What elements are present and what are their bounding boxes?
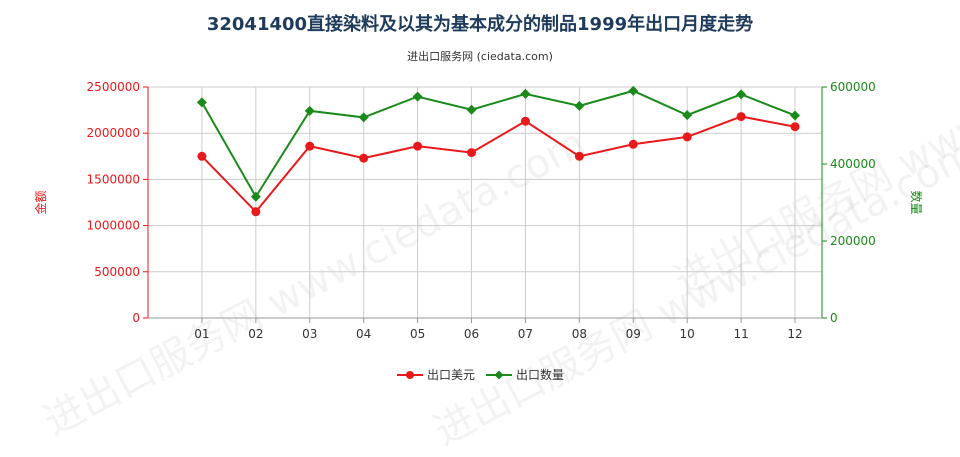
data-point-left xyxy=(359,153,369,163)
left-axis-tick-label: 2000000 xyxy=(87,126,140,140)
x-axis-tick-label: 05 xyxy=(410,327,425,341)
data-point-left xyxy=(251,207,261,217)
right-axis-tick-label: 400000 xyxy=(830,157,876,171)
data-point-right xyxy=(520,88,531,99)
data-point-left xyxy=(520,116,530,126)
left-axis-tick-label: 1500000 xyxy=(87,172,140,186)
data-point-right xyxy=(196,97,207,108)
x-axis-tick-label: 02 xyxy=(248,327,263,341)
data-point-right xyxy=(682,110,693,121)
x-axis-tick-label: 04 xyxy=(356,327,371,341)
x-axis-tick-label: 10 xyxy=(680,327,695,341)
data-point-right xyxy=(250,191,261,202)
right-axis-tick-label: 600000 xyxy=(830,80,876,94)
left-axis-tick-label: 0 xyxy=(132,311,140,325)
data-point-left xyxy=(305,141,315,151)
x-axis-tick-label: 06 xyxy=(464,327,479,341)
x-axis-tick-label: 01 xyxy=(194,327,209,341)
left-axis-tick-label: 1000000 xyxy=(87,219,140,233)
left-axis-tick-label: 2500000 xyxy=(87,80,140,94)
chart-subtitle: 进出口服务网 (ciedata.com) xyxy=(407,50,553,63)
legend-marker xyxy=(494,370,504,380)
x-axis-tick-label: 12 xyxy=(787,327,802,341)
x-axis-tick-label: 07 xyxy=(518,327,533,341)
data-point-left xyxy=(682,132,692,142)
data-point-left xyxy=(574,151,584,161)
data-point-left xyxy=(467,148,477,158)
chart-title: 32041400直接染料及以其为基本成分的制品1999年出口月度走势 xyxy=(206,14,754,35)
series-line-left xyxy=(201,115,796,214)
x-axis-tick-label: 11 xyxy=(733,327,748,341)
data-point-right xyxy=(628,85,639,96)
data-point-right xyxy=(466,104,477,115)
data-point-left xyxy=(628,139,638,149)
data-point-right xyxy=(358,112,369,123)
chart-canvas: 0 500000 1000000 1500000 2000000 2500000 0 2000… xyxy=(33,80,924,382)
left-axis-title: 金额 xyxy=(33,190,48,214)
right-axis-tick-label: 200000 xyxy=(830,234,876,248)
data-point-left xyxy=(413,141,423,151)
x-axis-tick-label: 08 xyxy=(572,327,587,341)
data-point-left xyxy=(197,151,207,161)
data-point-right xyxy=(574,100,585,111)
data-point-right xyxy=(736,89,747,100)
legend-label: 出口美元 xyxy=(427,368,475,382)
legend-marker xyxy=(406,371,414,379)
data-point-left xyxy=(790,122,800,132)
data-point-right xyxy=(412,91,423,102)
legend-label: 出口数量 xyxy=(516,367,564,382)
data-point-right xyxy=(304,105,315,116)
data-point-right xyxy=(790,110,801,121)
x-axis-tick-label: 03 xyxy=(302,327,317,341)
x-axis-tick-label: 09 xyxy=(626,327,641,341)
right-axis-title: 数量 xyxy=(909,190,924,214)
series-line-right xyxy=(201,89,796,199)
left-axis-tick-label: 500000 xyxy=(94,265,140,279)
right-axis-tick-label: 0 xyxy=(830,311,838,325)
data-point-left xyxy=(736,112,746,122)
